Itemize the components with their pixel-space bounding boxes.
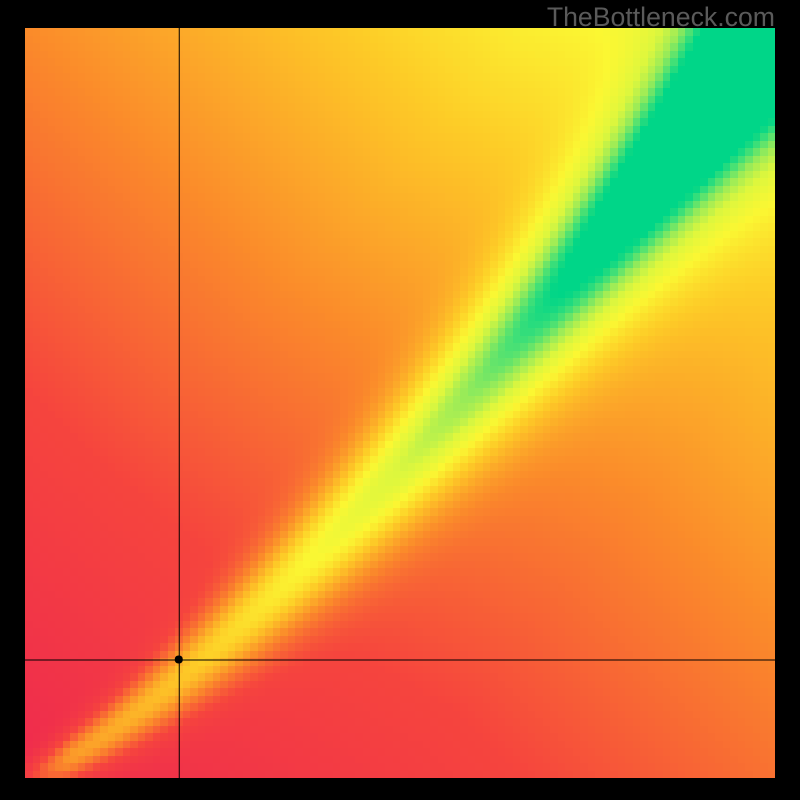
bottleneck-heatmap: [25, 28, 775, 778]
watermark-text: TheBottleneck.com: [547, 2, 775, 33]
chart-container: TheBottleneck.com: [0, 0, 800, 800]
